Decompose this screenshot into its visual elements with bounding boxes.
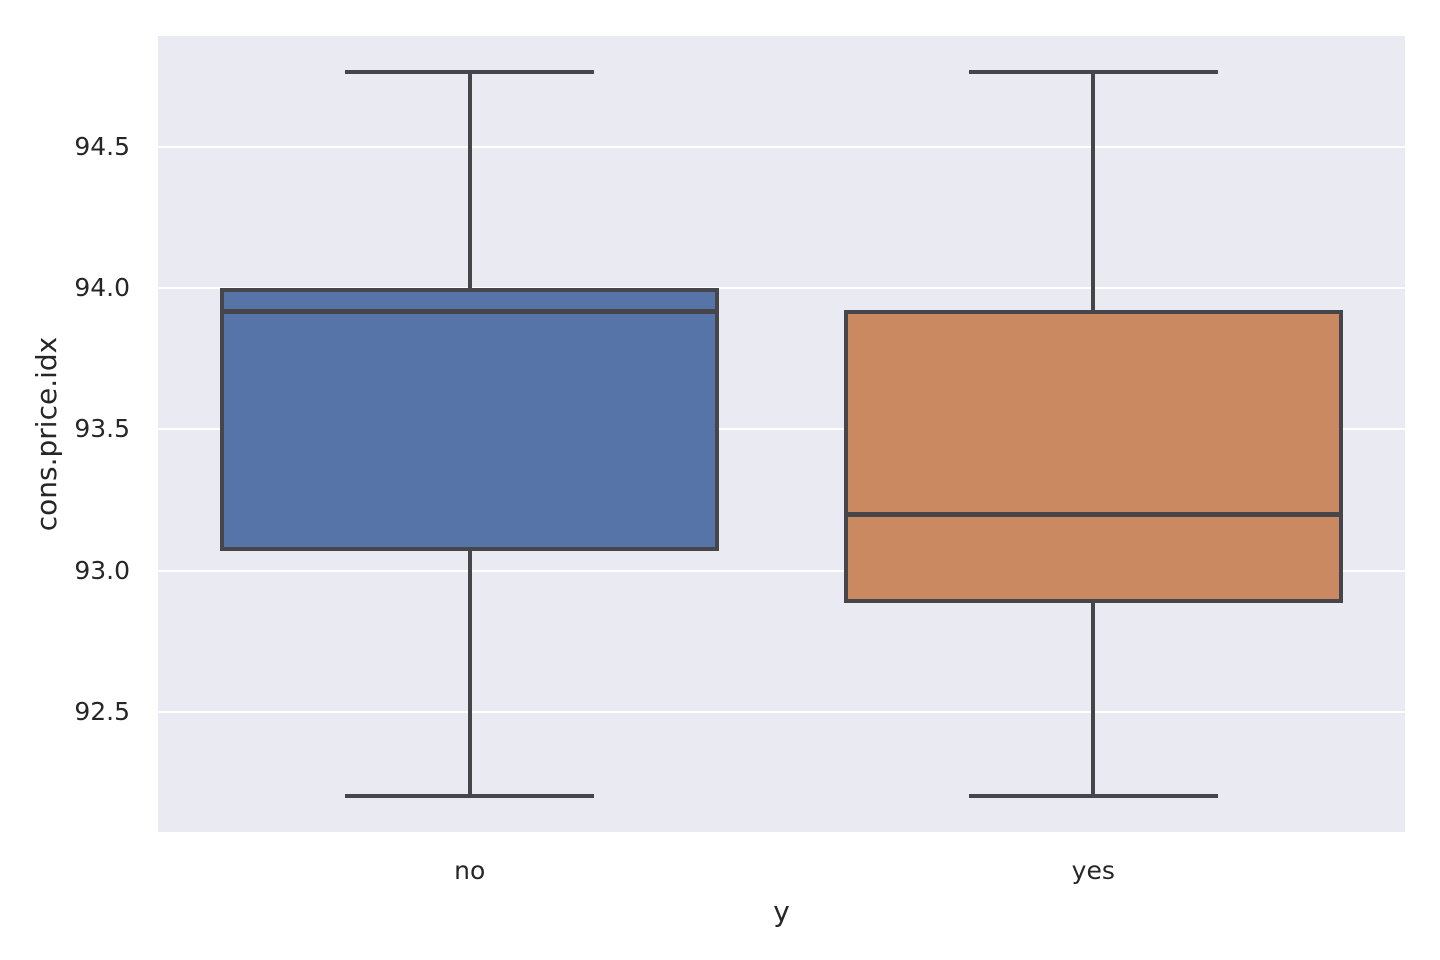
whisker-cap-top-no xyxy=(345,70,595,75)
box-no xyxy=(220,288,720,552)
gridline-93.5 xyxy=(158,428,1405,431)
gridline-93.0 xyxy=(158,569,1405,572)
x-axis-label: y xyxy=(773,895,790,928)
xtick-label-no: no xyxy=(454,856,486,885)
box-yes xyxy=(843,309,1343,603)
gridline-92.5 xyxy=(158,710,1405,713)
ytick-label-93.5: 93.5 xyxy=(74,414,130,444)
whisker-cap-top-yes xyxy=(968,70,1218,75)
whisker-cap-bottom-no xyxy=(345,793,595,798)
median-line-yes xyxy=(846,511,1340,517)
ytick-label-92.5: 92.5 xyxy=(74,696,130,726)
xtick-label-yes: yes xyxy=(1071,856,1115,885)
ytick-label-94.0: 94.0 xyxy=(74,273,130,303)
ytick-label-93.0: 93.0 xyxy=(74,555,130,585)
gridline-94.5 xyxy=(158,146,1405,149)
whisker-cap-bottom-yes xyxy=(968,793,1218,798)
ytick-label-94.5: 94.5 xyxy=(74,132,130,162)
gridline-94.0 xyxy=(158,287,1405,290)
median-line-no xyxy=(223,309,717,315)
